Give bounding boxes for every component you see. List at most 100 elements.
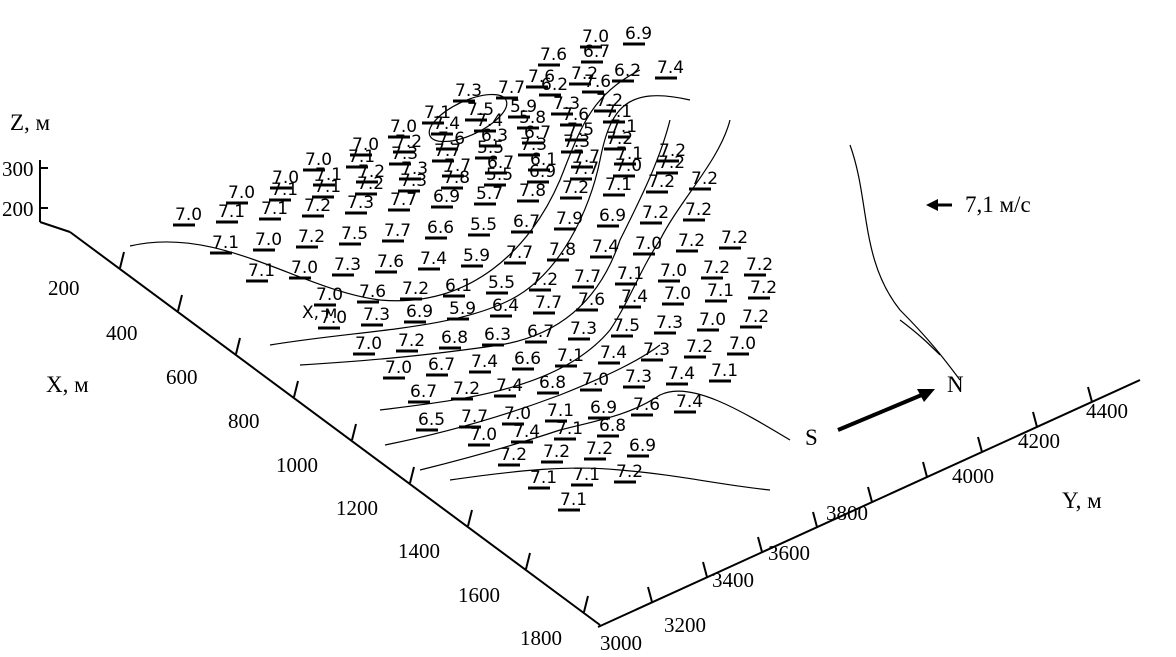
wind-vector: 6.7 bbox=[485, 153, 514, 175]
wind-speed-value: 7.0 bbox=[582, 27, 609, 47]
wind-speed-value: 7.4 bbox=[621, 287, 648, 307]
wind-speed-value: 6.4 bbox=[492, 296, 519, 316]
wind-speed-value: 7.1 bbox=[573, 465, 600, 485]
wind-vector: 7.1 bbox=[608, 117, 637, 139]
wind-speed-value: 7.3 bbox=[553, 94, 580, 114]
wind-vector: 7.7 bbox=[442, 156, 471, 178]
wind-vector: 7.3 bbox=[551, 94, 580, 116]
x-axis-title: X, м bbox=[46, 372, 89, 397]
wind-vector: 7.0 bbox=[727, 334, 756, 356]
direction-start-label: S bbox=[805, 425, 818, 450]
wind-speed-value: 6.2 bbox=[541, 75, 568, 95]
wind-speed-value: 7.0 bbox=[615, 156, 642, 176]
wind-speed-value: 6.3 bbox=[481, 126, 508, 146]
wind-vector: 7.6 bbox=[375, 252, 404, 274]
wind-vector: 6.9 bbox=[588, 398, 617, 420]
wind-vector: 7.4 bbox=[666, 364, 695, 386]
wind-vector: 7.3 bbox=[641, 340, 670, 362]
wind-speed-value: 7.3 bbox=[643, 340, 670, 360]
wind-speed-value: 7.5 bbox=[567, 120, 594, 140]
wind-speed-value: 7.4 bbox=[513, 422, 540, 442]
wind-speed-value: 6.9 bbox=[599, 206, 626, 226]
wind-vector: 7.1 bbox=[558, 490, 587, 512]
wind-speed-value: 5.7 bbox=[476, 184, 503, 204]
y-tick-label: 3000 bbox=[600, 631, 642, 655]
wind-vector: 7.8 bbox=[517, 181, 546, 203]
wind-vector: 7.4 bbox=[418, 249, 447, 271]
wind-speed-value: 6.1 bbox=[445, 276, 472, 296]
wind-speed-value: 7.1 bbox=[218, 202, 245, 222]
wind-vector: 7.1 bbox=[603, 102, 632, 124]
wind-speed-value: 7.2 bbox=[531, 270, 558, 290]
wind-speed-value: 5.9 bbox=[510, 97, 537, 117]
wind-vector: 7.3 bbox=[389, 144, 418, 166]
x-tick-label: 1000 bbox=[276, 453, 318, 477]
isoline bbox=[419, 390, 791, 471]
wind-speed-value: 7.1 bbox=[271, 180, 298, 200]
wind-vector: 7.6 bbox=[526, 67, 555, 89]
wind-vector: 7.9 bbox=[554, 209, 583, 231]
wind-speed-value: 7.2 bbox=[298, 227, 325, 247]
wind-vector: 7.0 bbox=[318, 308, 347, 330]
wind-speed-value: 7.2 bbox=[686, 337, 713, 357]
wind-vector: 7.4 bbox=[590, 237, 619, 259]
wind-speed-value: 7.2 bbox=[648, 172, 675, 192]
x-tick-label: 1800 bbox=[520, 626, 562, 650]
wind-vector: 6.7 bbox=[522, 123, 551, 145]
wind-speed-value: 7.2 bbox=[742, 307, 769, 327]
wind-vector: 7.4 bbox=[655, 58, 684, 80]
wind-speed-value: 6.6 bbox=[514, 349, 541, 369]
wind-speed-value: 7.3 bbox=[570, 319, 597, 339]
wind-vector: 7.0 bbox=[613, 156, 642, 178]
x-tick-label: 200 bbox=[48, 276, 80, 300]
wind-vector: 7.2 bbox=[740, 307, 769, 329]
wind-speed-value: 7.5 bbox=[341, 224, 368, 244]
wind-vector: 5.5 bbox=[468, 215, 497, 237]
wind-vector: 7.7 bbox=[570, 159, 599, 181]
wind-speed-value: 6.7 bbox=[524, 123, 551, 143]
wind-speed-value: 7.6 bbox=[528, 67, 555, 87]
wind-vector: 7.2 bbox=[498, 445, 527, 467]
wind-speed-value: 7.8 bbox=[443, 168, 470, 188]
wind-vector: 6.7 bbox=[426, 355, 455, 377]
wind-speed-value: 7.2 bbox=[658, 153, 685, 173]
wind-vector: 7.4 bbox=[469, 352, 498, 374]
wind-vector: 6.7 bbox=[525, 322, 554, 344]
wind-vector: 7.7 bbox=[504, 243, 533, 265]
wind-vector: 6.3 bbox=[482, 325, 511, 347]
wind-vector: 7.6 bbox=[357, 282, 386, 304]
x-tick-label: 600 bbox=[166, 365, 198, 389]
wind-vector: 7.0 bbox=[314, 285, 343, 307]
wind-vector: 7.2 bbox=[400, 279, 429, 301]
wind-speed-value: 7.4 bbox=[420, 249, 447, 269]
wind-speed-value: 5.5 bbox=[488, 273, 515, 293]
wind-vector: 6.6 bbox=[425, 218, 454, 240]
wind-speed-value: 7.1 bbox=[348, 147, 375, 167]
wind-speed-value: 7.2 bbox=[596, 91, 623, 111]
wind-vector: 7.4 bbox=[474, 111, 503, 133]
reference-arrow-icon bbox=[926, 199, 952, 211]
wind-speed-value: 5.5 bbox=[477, 138, 504, 158]
x-tick-label: 1600 bbox=[458, 583, 500, 607]
wind-vector: 7.0 bbox=[388, 117, 417, 139]
wind-vector: 6.9 bbox=[623, 24, 652, 46]
x-tick-label: 1400 bbox=[398, 539, 440, 563]
isoline bbox=[379, 119, 731, 411]
wind-speed-value: 7.4 bbox=[496, 376, 523, 396]
x-inner-label: X, м bbox=[302, 303, 337, 323]
wind-vector: 7.1 bbox=[259, 199, 288, 221]
wind-vector: 6.6 bbox=[512, 349, 541, 371]
wind-vector: 6.7 bbox=[511, 212, 540, 234]
wind-vector: 6.5 bbox=[416, 410, 445, 432]
wind-vector: 5.8 bbox=[517, 108, 546, 130]
wind-speed-value: 7.0 bbox=[355, 334, 382, 354]
wind-speed-value: 7.0 bbox=[699, 310, 726, 330]
wind-vector: 7.6 bbox=[582, 72, 611, 94]
wind-vector: 6.7 bbox=[581, 42, 610, 64]
wind-vector: 7.1 bbox=[554, 419, 583, 441]
wind-speed-value: 5.8 bbox=[519, 108, 546, 128]
wind-speed-value: 6.5 bbox=[418, 410, 445, 430]
wind-vector: 6.4 bbox=[490, 296, 519, 318]
wind-vector: 7.0 bbox=[226, 183, 255, 205]
